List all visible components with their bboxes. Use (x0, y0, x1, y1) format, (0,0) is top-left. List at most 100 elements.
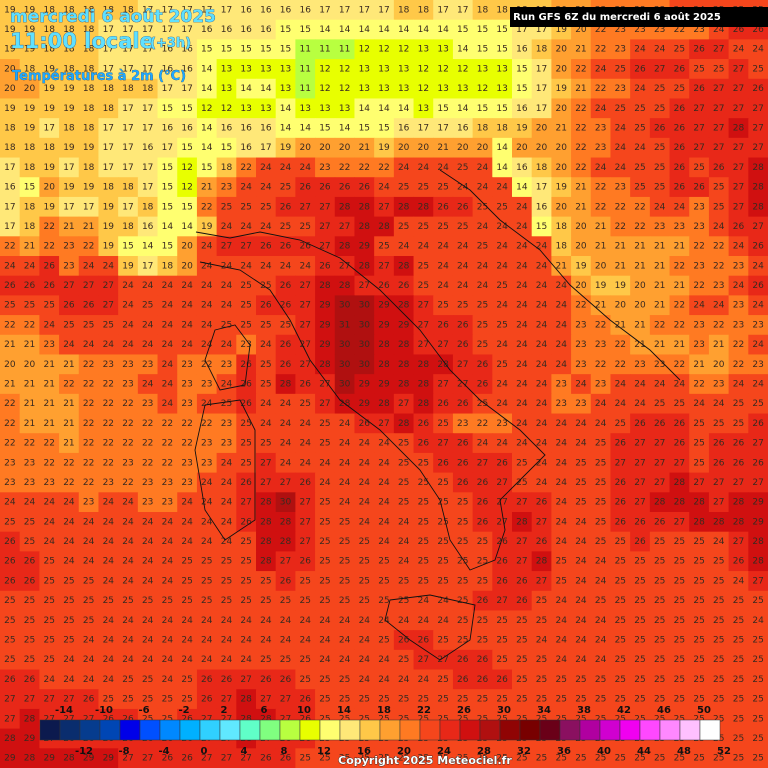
grid-value: 24 (359, 517, 371, 527)
grid-cell (590, 196, 611, 218)
grid-cell (295, 59, 316, 80)
grid-value: 24 (103, 557, 115, 567)
grid-cell (137, 275, 159, 296)
grid-value: 15 (516, 64, 527, 74)
grid-value: 18 (122, 84, 134, 94)
grid-value: 25 (674, 576, 685, 586)
grid-value: 26 (457, 675, 469, 685)
grid-value: 26 (733, 458, 745, 468)
grid-cell (137, 98, 159, 119)
grid-cell (59, 118, 80, 139)
grid-value: 26 (654, 124, 666, 134)
grid-value: 26 (300, 380, 312, 390)
grid-cell (610, 216, 631, 237)
grid-value: 24 (556, 439, 568, 449)
grid-value: 23 (654, 360, 665, 370)
grid-cell (472, 216, 493, 237)
grid-value: 25 (437, 557, 448, 567)
grid-value: 21 (575, 183, 586, 193)
grid-cell (669, 118, 690, 139)
grid-value: 17 (536, 64, 547, 74)
grid-cell (177, 137, 198, 159)
scale-swatch (579, 719, 601, 741)
grid-value: 22 (477, 419, 488, 429)
grid-value: 28 (654, 498, 666, 508)
scale-swatch (179, 719, 201, 741)
grid-cell (39, 59, 60, 80)
grid-value: 27 (457, 380, 468, 390)
grid-cell (216, 157, 237, 178)
grid-value: 25 (713, 596, 724, 606)
grid-value: 25 (674, 695, 685, 705)
grid-value: 24 (516, 320, 528, 330)
grid-value: 26 (4, 537, 16, 547)
grid-value: 24 (103, 675, 115, 685)
grid-value: 25 (103, 320, 114, 330)
grid-value: 25 (359, 695, 370, 705)
grid-value: 21 (24, 242, 35, 252)
grid-value: 28 (398, 360, 410, 370)
grid-cell (708, 59, 730, 80)
grid-value: 24 (595, 64, 607, 74)
grid-value: 24 (752, 301, 764, 311)
grid-value: 28 (260, 537, 272, 547)
grid-cell (748, 196, 768, 218)
grid-cell (157, 0, 178, 21)
grid-value: 25 (496, 695, 507, 705)
grid-value: 25 (437, 675, 448, 685)
grid-value: 24 (575, 576, 587, 586)
grid-value: 25 (437, 576, 448, 586)
grid-value: 24 (378, 537, 390, 547)
grid-value: 23 (634, 360, 645, 370)
grid-value: 25 (418, 498, 429, 508)
grid-value: 24 (536, 261, 548, 271)
grid-value: 25 (300, 576, 311, 586)
grid-value: 24 (181, 517, 193, 527)
scale-label: 48 (677, 746, 691, 757)
grid-value: 19 (44, 163, 56, 173)
grid-value: 14 (437, 25, 449, 35)
grid-value: 20 (556, 45, 568, 55)
grid-value: 22 (359, 163, 370, 173)
grid-cell (571, 98, 592, 119)
grid-value: 22 (44, 242, 55, 252)
grid-value: 24 (752, 616, 764, 626)
grid-value: 26 (260, 754, 272, 764)
grid-cell (413, 216, 434, 237)
grid-value: 25 (595, 478, 606, 488)
grid-cell (452, 98, 474, 119)
grid-value: 25 (634, 183, 645, 193)
grid-value: 25 (181, 557, 192, 567)
grid-value: 24 (260, 636, 272, 646)
grid-value: 24 (83, 537, 95, 547)
grid-value: 24 (359, 478, 371, 488)
grid-cell (492, 275, 513, 296)
grid-value: 26 (693, 183, 705, 193)
grid-cell (433, 196, 454, 218)
grid-value: 18 (162, 261, 174, 271)
scale-swatch (639, 719, 661, 741)
grid-value: 26 (260, 301, 272, 311)
grid-value: 27 (4, 714, 15, 724)
grid-value: 24 (83, 675, 95, 685)
grid-value: 21 (575, 202, 586, 212)
grid-value: 16 (457, 124, 469, 134)
grid-value: 27 (674, 517, 685, 527)
grid-value: 25 (713, 636, 724, 646)
grid-cell (78, 196, 99, 218)
grid-value: 26 (418, 419, 430, 429)
grid-cell (59, 196, 80, 218)
grid-value: 23 (575, 340, 586, 350)
grid-value: 15 (300, 25, 311, 35)
grid-cell (374, 236, 395, 257)
grid-cell (649, 137, 671, 159)
grid-value: 25 (260, 596, 271, 606)
grid-value: 20 (181, 261, 193, 271)
grid-value: 16 (221, 25, 233, 35)
scale-swatch (459, 719, 481, 741)
grid-value: 20 (300, 143, 312, 153)
grid-value: 25 (733, 695, 744, 705)
grid-value: 25 (733, 754, 744, 764)
grid-value: 24 (339, 439, 351, 449)
